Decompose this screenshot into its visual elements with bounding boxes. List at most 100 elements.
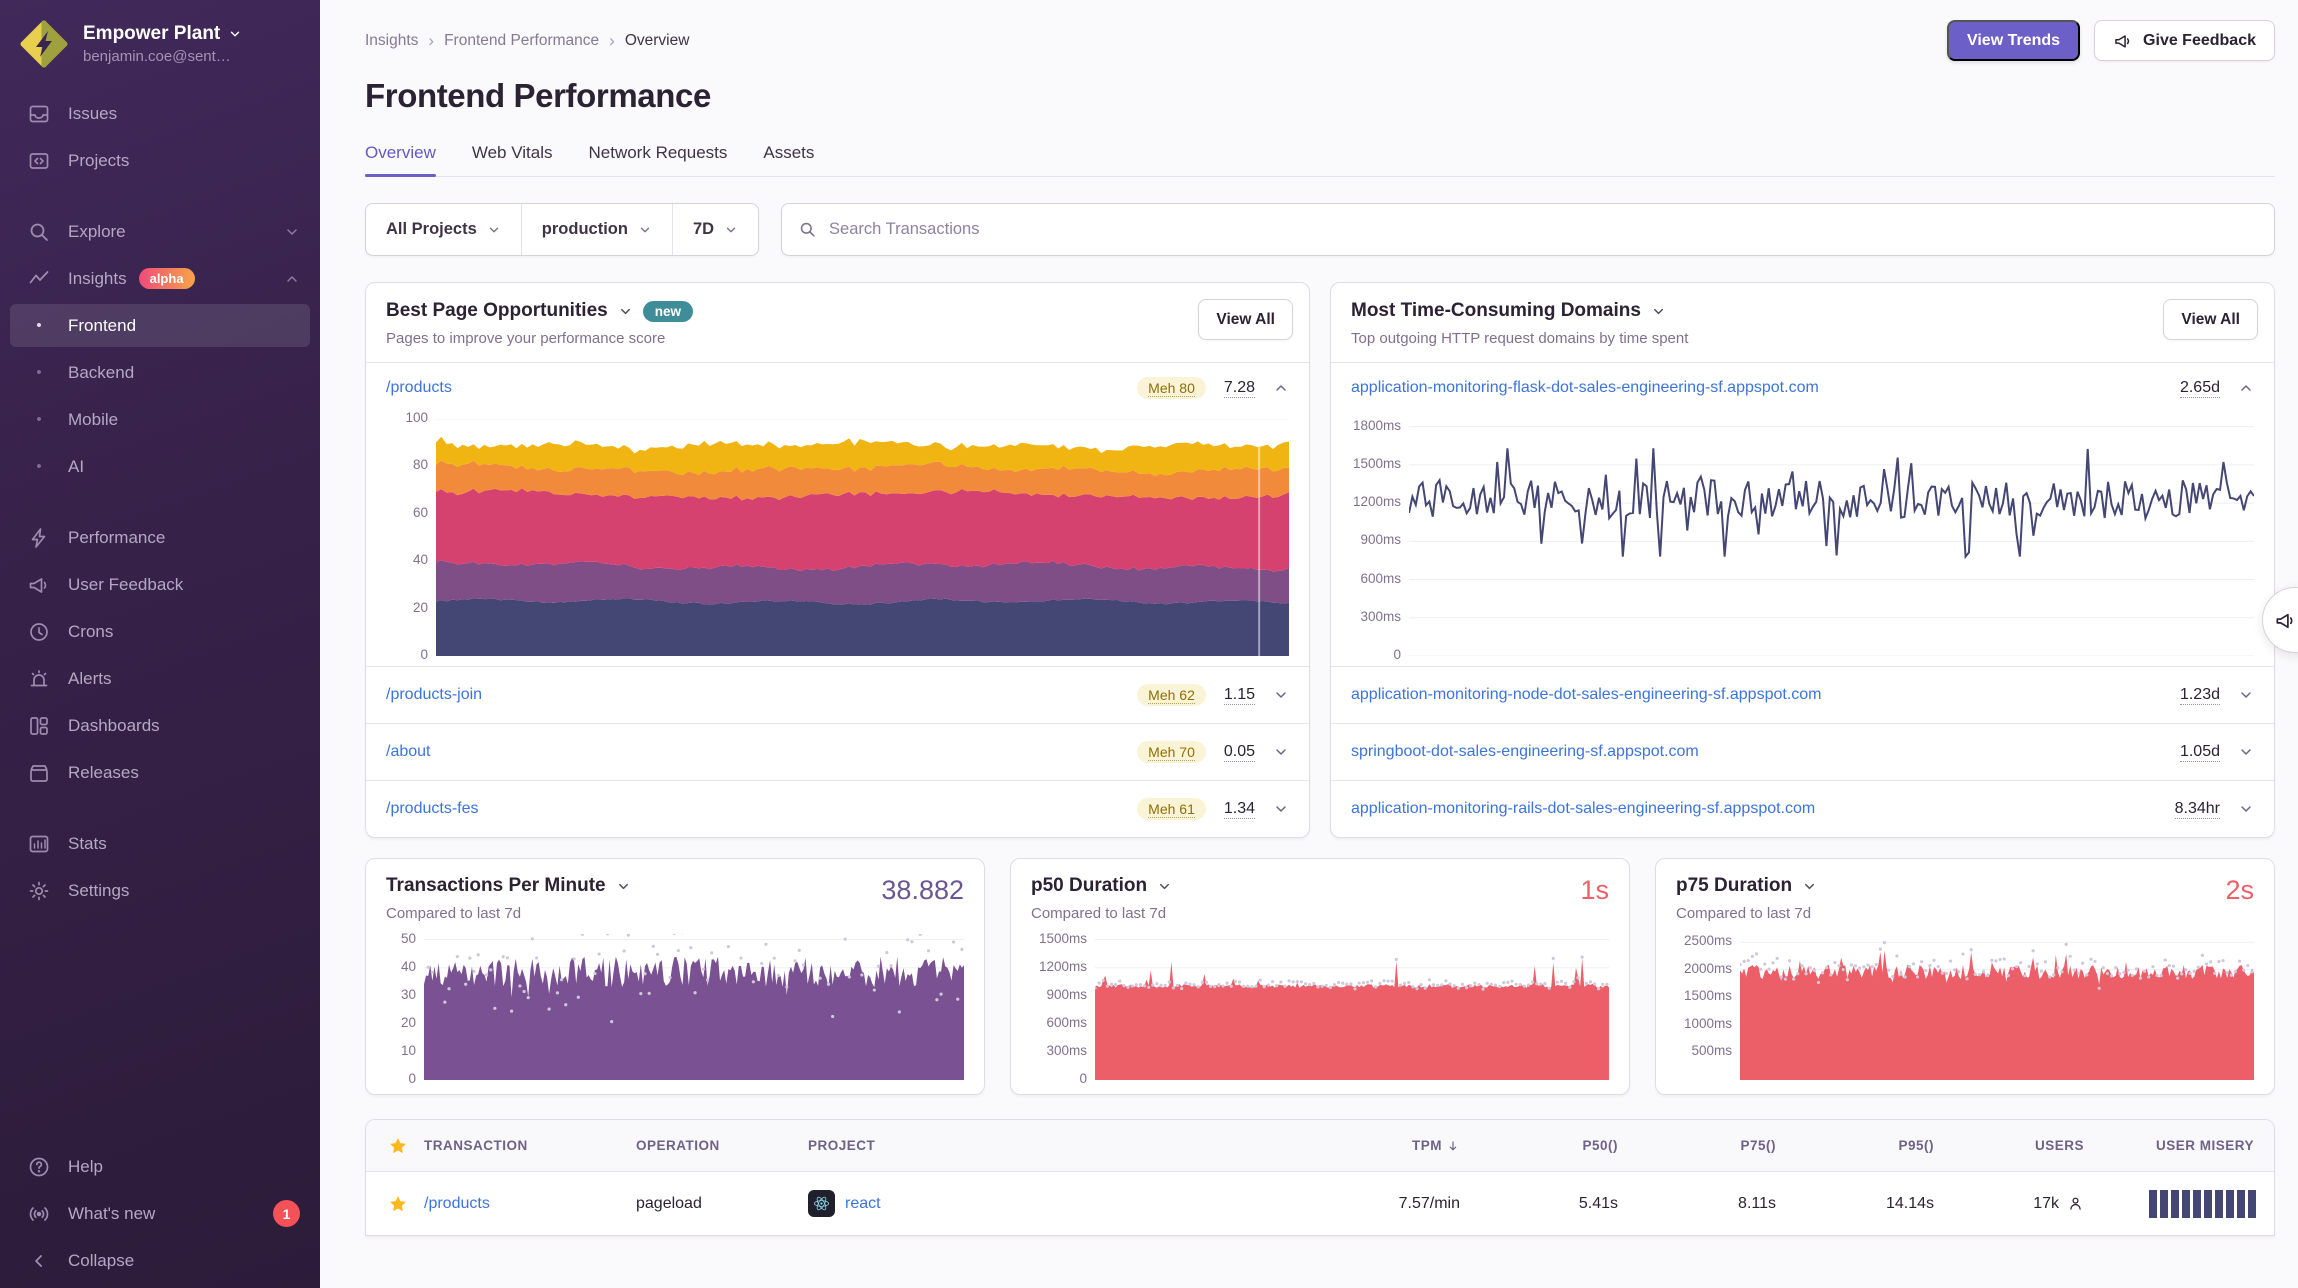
page-link[interactable]: /products	[386, 379, 452, 396]
star-icon	[390, 1137, 406, 1153]
sidebar-item-mobile[interactable]: • Mobile	[0, 396, 320, 443]
sidebar-item-collapse[interactable]: Collapse	[0, 1237, 320, 1284]
column-header-p95[interactable]: P95()	[1898, 1138, 1934, 1153]
collapse-row-icon[interactable]	[1273, 380, 1289, 396]
sidebar-item-backend[interactable]: • Backend	[0, 349, 320, 396]
page-link[interactable]: /about	[386, 743, 431, 760]
search-input[interactable]	[829, 220, 2258, 239]
sidebar-item-crons[interactable]: Crons	[0, 608, 320, 655]
view-all-button[interactable]: View All	[2163, 299, 2258, 340]
p75-area-chart[interactable]	[1740, 934, 2254, 1080]
date-range-dropdown[interactable]: 7D	[671, 204, 758, 255]
score-badge[interactable]: Meh 70	[1137, 741, 1206, 763]
org-switcher[interactable]: Empower Plant benjamin.coe@sent…	[0, 0, 320, 80]
stacked-area-chart[interactable]	[436, 419, 1289, 656]
column-header-operation[interactable]: OPERATION	[636, 1138, 720, 1153]
tab-overview[interactable]: Overview	[365, 143, 436, 177]
star-column-header[interactable]	[366, 1136, 424, 1156]
sidebar-item-help[interactable]: Help	[0, 1143, 320, 1190]
score-badge[interactable]: Meh 61	[1137, 798, 1206, 820]
sidebar-item-insights[interactable]: Insights alpha	[0, 255, 320, 302]
tab-bar: Overview Web Vitals Network Requests Ass…	[365, 143, 2275, 177]
opportunity-value: 7.28	[1223, 378, 1255, 398]
line-chart[interactable]	[1409, 419, 2254, 656]
tab-network-requests[interactable]: Network Requests	[588, 143, 728, 162]
expand-row-icon[interactable]	[1273, 801, 1289, 817]
environment-filter-dropdown[interactable]: production	[520, 204, 672, 255]
sidebar-item-dashboards[interactable]: Dashboards	[0, 702, 320, 749]
sidebar-item-issues[interactable]: Issues	[0, 90, 320, 137]
p75-cell: 8.11s	[1738, 1194, 1776, 1212]
card-subtitle: Pages to improve your performance score	[386, 330, 666, 347]
column-header-users[interactable]: USERS	[2034, 1138, 2084, 1153]
column-header-p75[interactable]: P75()	[1740, 1138, 1776, 1153]
sidebar-item-whats-new[interactable]: What's new 1	[0, 1190, 320, 1237]
favorite-star-button[interactable]	[366, 1194, 424, 1214]
chevron-down-icon[interactable]	[1157, 879, 1172, 894]
sidebar-item-alerts[interactable]: Alerts	[0, 655, 320, 702]
domain-link[interactable]: springboot-dot-sales-engineering-sf.apps…	[1351, 743, 1699, 760]
domain-link[interactable]: application-monitoring-rails-dot-sales-e…	[1351, 800, 1816, 817]
project-filter-dropdown[interactable]: All Projects	[366, 204, 521, 255]
collapse-row-icon[interactable]	[2238, 380, 2254, 396]
expand-row-icon[interactable]	[1273, 744, 1289, 760]
give-feedback-button[interactable]: Give Feedback	[2094, 20, 2275, 61]
user-misery-bars	[2104, 1189, 2274, 1218]
view-all-button[interactable]: View All	[1198, 299, 1293, 340]
column-header-p50[interactable]: P50()	[1582, 1138, 1618, 1153]
chevron-down-icon[interactable]	[618, 304, 633, 319]
sidebar-item-releases[interactable]: Releases	[0, 749, 320, 796]
sidebar-item-user-feedback[interactable]: User Feedback	[0, 561, 320, 608]
transaction-link[interactable]: /products	[424, 1194, 490, 1212]
chevron-down-icon[interactable]	[1802, 879, 1817, 894]
chevron-down-icon[interactable]	[616, 879, 631, 894]
sidebar-item-explore[interactable]: Explore	[0, 208, 320, 255]
p75-value: 2s	[2225, 875, 2254, 905]
sidebar-item-frontend[interactable]: • Frontend	[10, 304, 310, 347]
sidebar-item-ai[interactable]: • AI	[0, 443, 320, 490]
p50-area-chart[interactable]	[1095, 934, 1609, 1080]
column-header-tpm[interactable]: TPM	[1322, 1138, 1480, 1153]
tab-assets[interactable]: Assets	[763, 143, 815, 162]
sidebar-item-settings[interactable]: Settings	[0, 867, 320, 914]
sidebar-item-label: AI	[68, 456, 85, 476]
page-link[interactable]: /products-join	[386, 686, 483, 703]
score-badge[interactable]: Meh 62	[1137, 684, 1206, 706]
time-spent-value: 1.23d	[2179, 685, 2220, 705]
expand-row-icon[interactable]	[2238, 801, 2254, 817]
siren-icon	[26, 666, 52, 692]
breadcrumb-overview: Overview	[624, 31, 690, 49]
page-link[interactable]: /products-fes	[386, 800, 479, 817]
tpm-area-chart[interactable]	[424, 934, 964, 1080]
sidebar-item-projects[interactable]: Projects	[0, 137, 320, 184]
sidebar-item-label: Issues	[68, 103, 118, 123]
breadcrumb-frontend-performance[interactable]: Frontend Performance	[444, 31, 600, 49]
column-header-project[interactable]: PROJECT	[808, 1138, 876, 1153]
card-title: p50 Duration	[1031, 875, 1148, 896]
tab-web-vitals[interactable]: Web Vitals	[471, 143, 553, 162]
megaphone-icon	[2113, 31, 2133, 51]
sidebar-item-label: Alerts	[68, 668, 112, 688]
expand-row-icon[interactable]	[1273, 687, 1289, 703]
domain-link[interactable]: application-monitoring-flask-dot-sales-e…	[1351, 379, 1819, 396]
sort-desc-icon	[1449, 1140, 1457, 1150]
column-header-transaction[interactable]: TRANSACTION	[424, 1138, 528, 1153]
expand-row-icon[interactable]	[2238, 744, 2254, 760]
sidebar-item-performance[interactable]: Performance	[0, 514, 320, 561]
chevron-down-icon[interactable]	[1651, 304, 1666, 319]
help-icon	[26, 1154, 52, 1180]
breadcrumb-insights[interactable]: Insights	[365, 31, 419, 49]
view-trends-button[interactable]: View Trends	[1946, 20, 2081, 61]
score-badge[interactable]: Meh 80	[1137, 377, 1206, 399]
sidebar-item-label: Explore	[68, 221, 126, 241]
domain-link[interactable]: application-monitoring-node-dot-sales-en…	[1351, 686, 1822, 703]
expand-row-icon[interactable]	[2238, 687, 2254, 703]
archive-icon	[26, 760, 52, 786]
gear-icon	[26, 878, 52, 904]
sidebar-item-label: Help	[68, 1156, 103, 1176]
sidebar-item-label: User Feedback	[68, 574, 184, 594]
project-link[interactable]: react	[845, 1194, 881, 1212]
sidebar-item-stats[interactable]: Stats	[0, 820, 320, 867]
opportunity-chart: 100 80 60 40 20 0	[366, 410, 1309, 666]
column-header-user-misery[interactable]: USER MISERY	[2155, 1138, 2254, 1153]
